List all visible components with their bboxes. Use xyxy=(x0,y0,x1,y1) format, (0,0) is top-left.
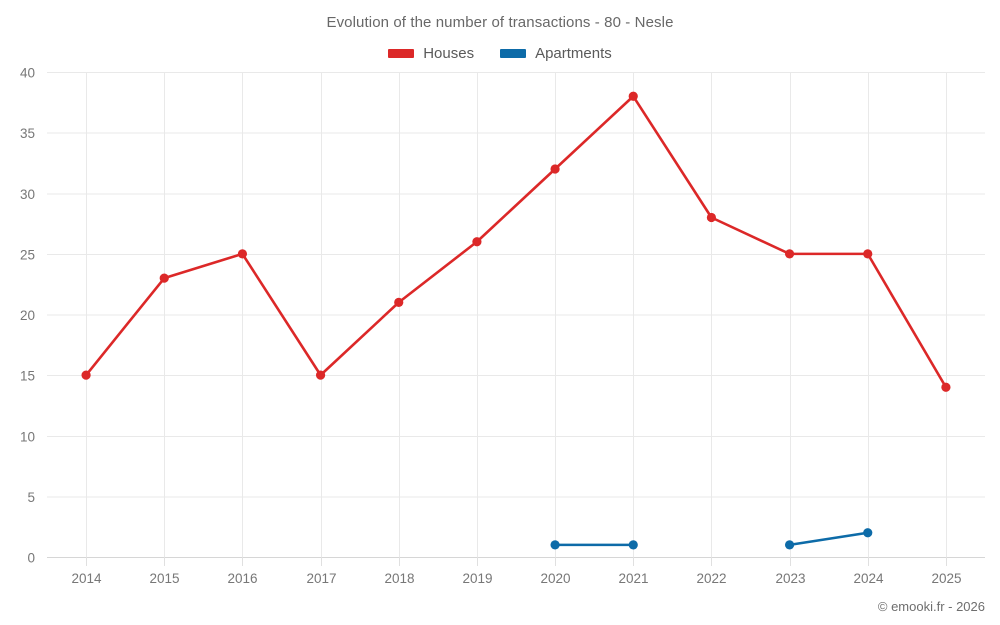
legend-item-apartments[interactable]: Apartments xyxy=(500,45,612,62)
x-axis-tick-label: 2025 xyxy=(931,571,961,586)
y-axis-tick-label: 15 xyxy=(20,369,35,384)
chart-title: Evolution of the number of transactions … xyxy=(326,14,674,31)
series-line-houses xyxy=(85,94,948,388)
x-axis-tick-label: 2022 xyxy=(696,571,726,586)
data-point-houses[interactable] xyxy=(784,249,795,259)
data-point-houses[interactable] xyxy=(237,249,248,259)
chart-legend: Houses Apartments xyxy=(0,45,1000,62)
x-axis-tick-label: 2017 xyxy=(306,571,336,586)
y-axis-tick-label: 5 xyxy=(27,490,35,505)
y-axis-tick-label: 25 xyxy=(20,247,35,262)
data-point-apartments[interactable] xyxy=(628,540,638,550)
y-axis-tick-label: 20 xyxy=(20,308,35,323)
data-point-houses[interactable] xyxy=(81,370,91,380)
x-axis-tick-label: 2023 xyxy=(775,571,805,586)
x-axis-tick-label: 2016 xyxy=(227,571,257,586)
legend-label-houses: Houses xyxy=(423,45,475,62)
x-axis-tick-label: 2015 xyxy=(149,571,179,586)
data-point-houses[interactable] xyxy=(315,370,326,380)
legend-item-houses[interactable]: Houses xyxy=(388,45,474,62)
x-axis-tick-label: 2024 xyxy=(853,571,884,586)
x-axis-tick-label: 2019 xyxy=(462,571,492,586)
data-point-houses[interactable] xyxy=(159,273,169,283)
legend-swatch-apartments xyxy=(500,49,527,58)
data-point-houses[interactable] xyxy=(472,237,482,247)
x-axis-tick-label: 2020 xyxy=(540,571,570,586)
y-axis-tick-label: 10 xyxy=(20,429,35,444)
y-axis-tick-label: 0 xyxy=(27,551,35,566)
y-axis-tick-label: 35 xyxy=(20,126,35,141)
data-point-houses[interactable] xyxy=(863,249,873,259)
x-axis-tick-label: 2018 xyxy=(384,571,414,586)
data-point-apartments[interactable] xyxy=(784,540,795,550)
data-point-houses[interactable] xyxy=(941,382,951,392)
data-point-houses[interactable] xyxy=(550,164,560,174)
x-axis-tick-label: 2014 xyxy=(71,571,102,586)
data-point-apartments[interactable] xyxy=(863,528,873,538)
data-point-houses[interactable] xyxy=(706,212,717,223)
data-point-houses[interactable] xyxy=(394,297,404,307)
credit-text: © emooki.fr - 2026 xyxy=(877,599,985,614)
data-point-apartments[interactable] xyxy=(550,540,560,550)
y-axis-tick-label: 40 xyxy=(20,66,35,81)
y-axis-tick-label: 30 xyxy=(20,187,35,202)
series-line-apartments xyxy=(789,531,868,547)
x-axis-tick-label: 2021 xyxy=(618,571,648,586)
data-point-houses[interactable] xyxy=(628,91,638,101)
legend-swatch-houses xyxy=(388,49,415,58)
legend-label-apartments: Apartments xyxy=(535,45,612,62)
